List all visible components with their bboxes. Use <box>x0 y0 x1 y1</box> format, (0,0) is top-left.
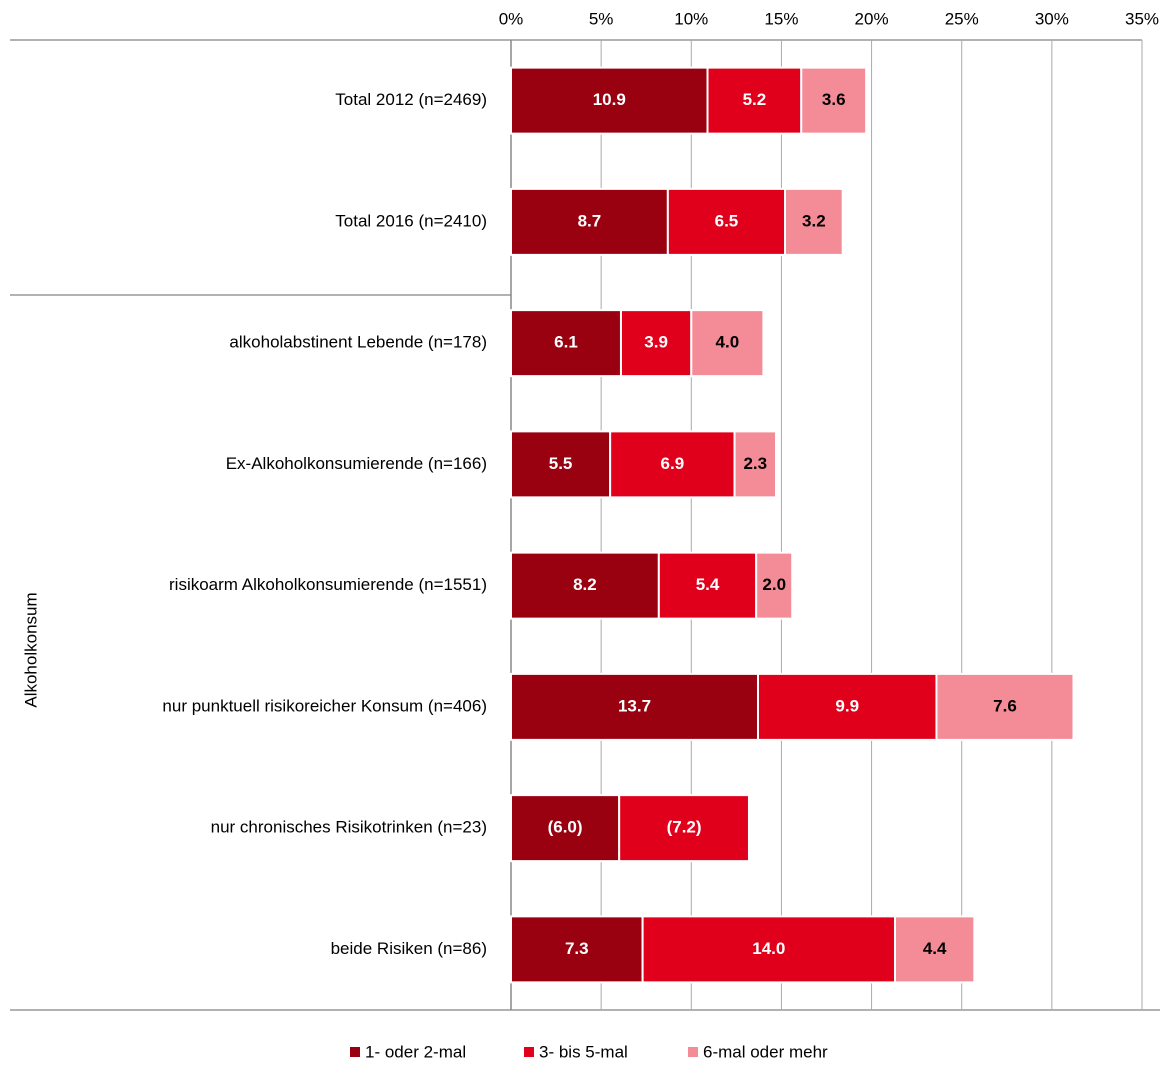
bar-segment <box>510 915 644 984</box>
legend-swatch <box>350 1047 360 1057</box>
y-tick-label: risikoarm Alkoholkonsumierende (n=1551) <box>169 575 487 594</box>
bar-segment <box>756 672 938 741</box>
y-tick-label: Total 2016 (n=2410) <box>335 211 487 230</box>
value-label: 6.9 <box>661 454 685 473</box>
bar-segment <box>510 551 660 620</box>
bar-segment <box>755 551 794 620</box>
legend-label: 3- bis 5-mal <box>539 1042 628 1061</box>
x-tick-label: 20% <box>855 9 889 28</box>
bar-segment <box>510 309 622 378</box>
bar-segment <box>935 672 1075 741</box>
legend-swatch <box>524 1047 534 1057</box>
x-tick-label: 10% <box>674 9 708 28</box>
value-label: 8.2 <box>573 575 597 594</box>
value-label: 4.4 <box>923 939 947 958</box>
legend-label: 6-mal oder mehr <box>703 1042 828 1061</box>
y-tick-label: Ex-Alkoholkonsumierende (n=166) <box>226 454 487 473</box>
legend-swatch <box>688 1047 698 1057</box>
bar-segment <box>690 309 765 378</box>
value-label: (7.2) <box>667 818 702 837</box>
bar-segment <box>657 551 758 620</box>
bar-segment <box>641 915 897 984</box>
value-label: 5.2 <box>743 90 767 109</box>
bar-segment <box>609 430 736 499</box>
bar-segment <box>894 915 976 984</box>
bar-segment <box>800 66 868 135</box>
value-label: 2.3 <box>743 454 767 473</box>
legend-label: 1- oder 2-mal <box>365 1042 466 1061</box>
x-tick-label: 5% <box>589 9 614 28</box>
x-tick-label: 30% <box>1035 9 1069 28</box>
bar-segment <box>510 66 709 135</box>
value-label: 13.7 <box>618 696 651 715</box>
value-label: 7.3 <box>565 939 589 958</box>
bar-segment <box>733 430 778 499</box>
value-label: 7.6 <box>993 696 1017 715</box>
x-tick-label: 25% <box>945 9 979 28</box>
x-tick-label: 35% <box>1125 9 1159 28</box>
y-tick-label: beide Risiken (n=86) <box>331 939 487 958</box>
value-label: 9.9 <box>835 696 859 715</box>
value-label: 3.2 <box>802 211 826 230</box>
y-tick-label: alkoholabstinent Lebende (n=178) <box>229 333 487 352</box>
value-label: 14.0 <box>752 939 785 958</box>
bar-segment <box>618 794 750 863</box>
value-label: 2.0 <box>762 575 786 594</box>
bar-segment <box>666 187 787 256</box>
value-label: 4.0 <box>716 333 740 352</box>
value-label: 8.7 <box>578 211 602 230</box>
bar-segment <box>784 187 844 256</box>
group-label: Alkoholkonsum <box>21 592 40 707</box>
value-label: 5.5 <box>549 454 573 473</box>
value-label: 3.9 <box>644 333 668 352</box>
bar-segment <box>706 66 803 135</box>
value-label: 6.5 <box>715 211 739 230</box>
x-tick-label: 0% <box>499 9 524 28</box>
value-label: 10.9 <box>593 90 626 109</box>
value-label: 5.4 <box>696 575 720 594</box>
bar-segment <box>510 672 759 741</box>
value-label: 3.6 <box>822 90 846 109</box>
y-tick-label: nur chronisches Risikotrinken (n=23) <box>211 818 487 837</box>
value-label: (6.0) <box>548 818 583 837</box>
x-tick-label: 15% <box>764 9 798 28</box>
bar-segment <box>510 187 669 256</box>
y-tick-label: Total 2012 (n=2469) <box>335 90 487 109</box>
bar-segment <box>510 794 621 863</box>
y-tick-label: nur punktuell risikoreicher Konsum (n=40… <box>162 696 487 715</box>
value-label: 6.1 <box>554 333 578 352</box>
